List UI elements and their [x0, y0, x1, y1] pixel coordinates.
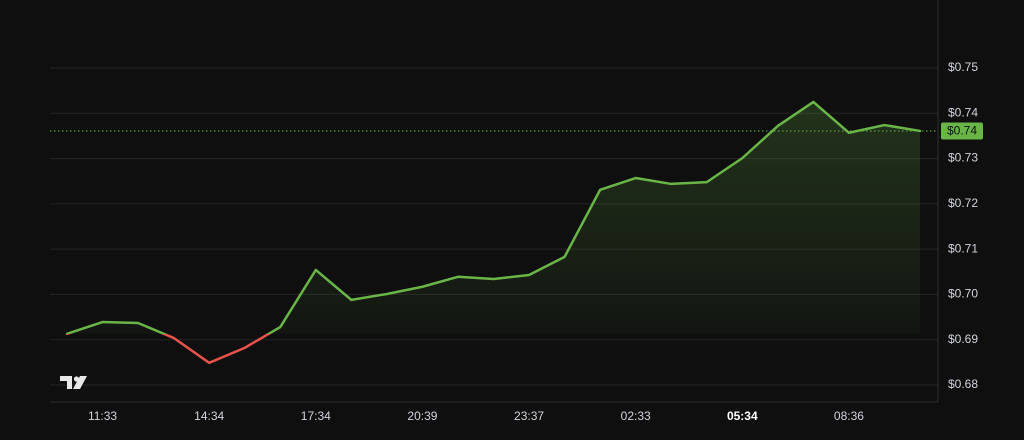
- y-tick-label: $0.68: [948, 377, 978, 391]
- x-tick-label: 23:37: [514, 409, 544, 423]
- logo: [60, 376, 87, 389]
- x-tick-label: 17:34: [301, 409, 331, 423]
- area-fill: [67, 101, 920, 334]
- y-tick-label: $0.69: [948, 332, 978, 346]
- y-tick-label: $0.70: [948, 287, 978, 301]
- labels: $0.68 $0.69 $0.70 $0.71 $0.72 $0.73 $0.74 $0.75…: [88, 60, 983, 423]
- price-line: [65, 100, 922, 365]
- y-tick-label: $0.71: [948, 241, 978, 255]
- x-tick-label: 11:33: [88, 409, 117, 423]
- x-tick-label: 20:39: [407, 409, 437, 423]
- y-tick-label: $0.73: [948, 151, 978, 165]
- y-tick-label: $0.72: [948, 196, 978, 210]
- x-tick-label: 08:36: [834, 409, 864, 423]
- last-value-box: [941, 122, 983, 140]
- x-tick-label: 14:34: [194, 409, 224, 423]
- y-tick-label: $0.75: [948, 60, 978, 74]
- last-value-label: $0.74: [947, 124, 977, 138]
- x-tick-label: 05:34: [727, 409, 758, 423]
- x-tick-label: 02:33: [621, 409, 651, 423]
- y-tick-label: $0.74: [948, 105, 978, 119]
- plot: [50, 100, 938, 365]
